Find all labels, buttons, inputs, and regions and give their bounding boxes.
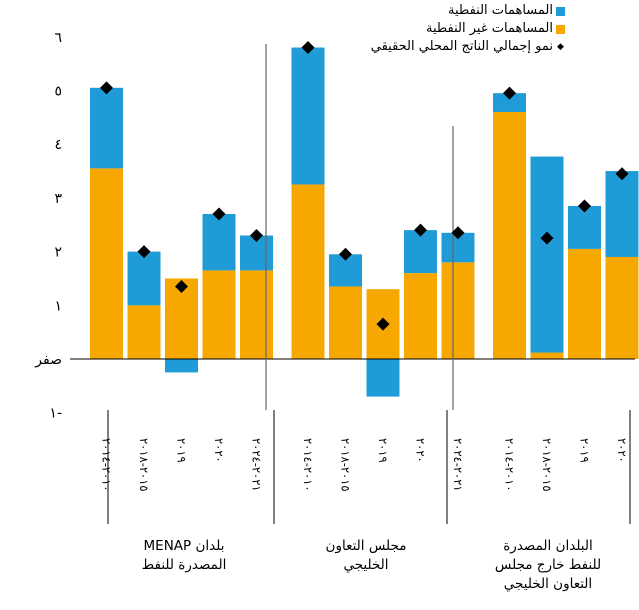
legend-swatch-oil <box>556 6 565 16</box>
bar-nonoil <box>441 262 475 359</box>
x-tick-label: ٢٠٢١-٢٠٢٤ <box>250 438 264 492</box>
bar-nonoil <box>404 273 437 359</box>
bar-nonoil <box>202 270 236 359</box>
bar-oil <box>605 171 639 257</box>
y-tick-label: صفر <box>34 352 62 368</box>
gdp-marker <box>414 223 427 237</box>
bar-nonoil <box>240 270 273 359</box>
group-label-line: البلدان المصدرة <box>503 538 593 554</box>
bar-nonoil <box>329 286 362 359</box>
gdp-marker <box>301 41 315 55</box>
x-tick-label: ٢٠١٠-٢٠١٤ <box>100 438 114 492</box>
y-tick-label: ٢ <box>54 245 62 261</box>
x-tick-label: ٢٠١٥-٢٠١٨ <box>540 438 554 492</box>
bar-oil <box>202 214 236 271</box>
x-tick-label: ٢٠١٩ <box>578 438 592 463</box>
gdp-marker <box>100 81 113 95</box>
y-tick-label: ٣ <box>54 191 62 207</box>
group-label-menap: بلدان MENAP المصدرة للنفط <box>108 537 260 575</box>
x-tick-label: ٢٠١٠-٢٠١٤ <box>503 438 517 492</box>
bar-nonoil <box>90 168 123 359</box>
legend-item-oil: المساهمات النفطية <box>371 2 565 20</box>
bar-oil <box>165 359 198 373</box>
group-label-line: للنفط خارج مجلس <box>494 557 602 573</box>
group-label-line: الخليجي <box>343 557 389 573</box>
legend-item-gdp: ◆ نمو إجمالي الناتج المحلي الحقيقي <box>371 38 565 56</box>
gdp-marker <box>540 231 554 245</box>
bar-oil <box>90 87 123 169</box>
legend-item-nonoil: المساهمات غير النفطية <box>371 20 565 38</box>
diamond-icon: ◆ <box>557 42 564 52</box>
legend-label-gdp: نمو إجمالي الناتج المحلي الحقيقي <box>370 39 553 54</box>
gdp-marker <box>503 86 516 100</box>
bar-nonoil <box>127 305 161 359</box>
legend-swatch-nonoil <box>556 24 565 34</box>
bar-oil <box>291 47 325 185</box>
gdp-marker <box>451 226 465 240</box>
bar-nonoil <box>493 111 526 359</box>
bar-nonoil <box>530 352 564 359</box>
bar-oil <box>530 156 564 353</box>
gdp-marker <box>578 199 591 213</box>
group-label-line: التعاون الخليجي <box>503 576 593 592</box>
y-tick-label: ١- <box>49 406 62 422</box>
gdp-marker <box>250 228 263 242</box>
gdp-marker <box>137 245 151 259</box>
gdp-marker <box>339 247 352 261</box>
x-tick-label: ٢٠١٩ <box>376 438 390 463</box>
legend: المساهمات النفطية المساهمات غير النفطية … <box>371 2 565 56</box>
y-tick-label: ٦ <box>54 30 62 46</box>
group-label-line: بلدان MENAP <box>143 538 225 554</box>
bar-oil <box>404 230 437 274</box>
group-label-gcc: مجلس التعاون الخليجي <box>290 537 442 575</box>
legend-label-nonoil: المساهمات غير النفطية <box>425 21 553 36</box>
gdp-marker <box>615 167 629 181</box>
x-tick-label: ٢٠١٠-٢٠١٤ <box>301 438 315 492</box>
x-tick-label: ٢٠٢١-٢٠٢٤ <box>451 438 465 492</box>
bar-oil <box>366 359 400 397</box>
bar-oil <box>493 93 526 112</box>
legend-label-oil: المساهمات النفطية <box>448 3 553 18</box>
gdp-marker <box>212 207 226 221</box>
x-tick-label: ٢٠٢٠ <box>414 438 428 463</box>
bar-nonoil <box>605 256 639 359</box>
bar-nonoil <box>568 248 601 359</box>
y-tick-label: ٥ <box>54 84 62 100</box>
x-tick-label: ٢٠٢٠ <box>615 438 629 463</box>
gdp-marker <box>376 317 390 331</box>
group-label-non-gcc: البلدان المصدرة للنفط خارج مجلس التعاون … <box>468 537 628 594</box>
bar-oil <box>127 251 161 306</box>
group-label-line: المصدرة للنفط <box>141 557 227 573</box>
x-tick-label: ٢٠١٩ <box>175 438 189 463</box>
bar-nonoil <box>291 184 325 359</box>
y-tick-label: ١ <box>54 298 62 314</box>
x-tick-label: ٢٠١٥-٢٠١٨ <box>137 438 151 492</box>
group-label-line: مجلس التعاون <box>325 538 407 554</box>
y-tick-label: ٤ <box>54 137 62 153</box>
x-tick-label: ٢٠٢٠ <box>212 438 226 463</box>
gdp-marker <box>175 280 188 294</box>
x-tick-label: ٢٠١٥-٢٠١٨ <box>339 438 353 492</box>
bar-oil <box>568 205 601 249</box>
